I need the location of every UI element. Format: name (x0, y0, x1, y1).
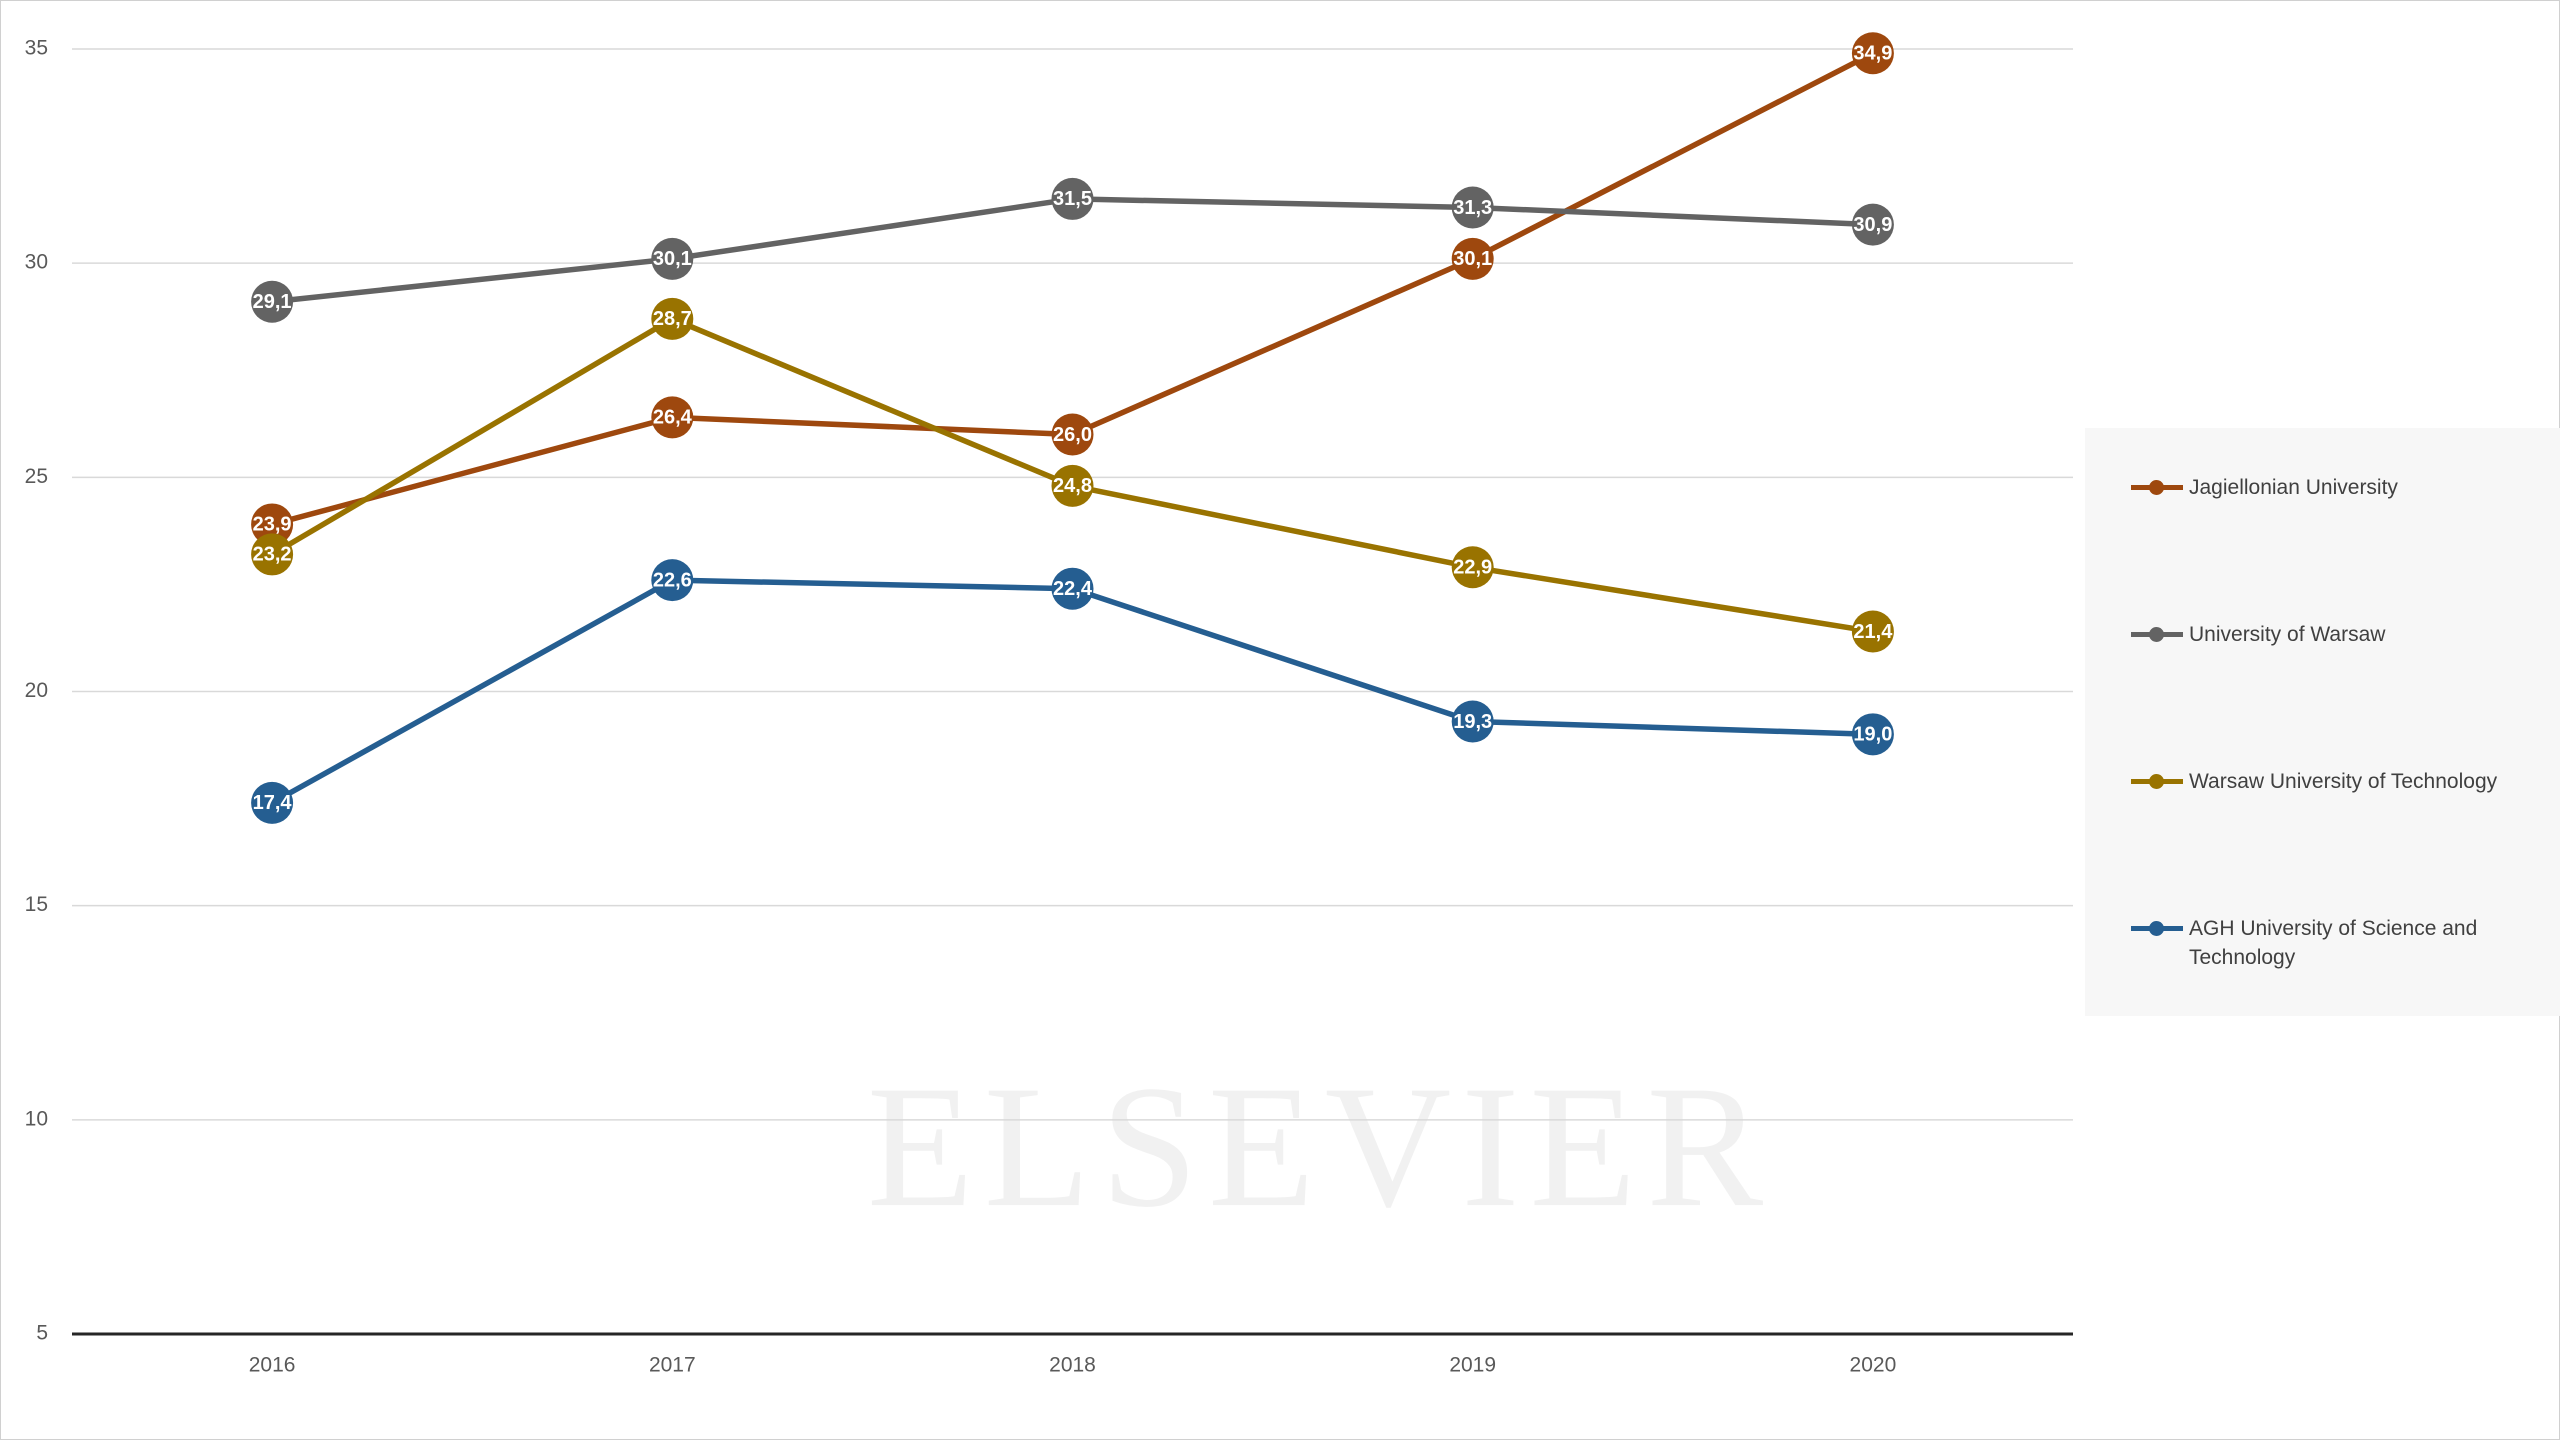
legend-label: Jagiellonian University (2189, 476, 2398, 499)
data-label: 19,0 (1853, 724, 1892, 746)
legend-label: AGH University of Science and Technology (2189, 917, 2478, 969)
data-label: 23,2 (253, 544, 292, 566)
legend-label: Warsaw University of Technology (2189, 770, 2498, 793)
data-label: 26,0 (1053, 424, 1092, 446)
y-tick-label: 30 (25, 251, 48, 274)
marker (1051, 177, 1094, 220)
data-label: 30,1 (653, 248, 692, 270)
data-label: 31,5 (1053, 188, 1092, 210)
data-label: 22,6 (653, 569, 692, 591)
marker (251, 781, 294, 824)
watermark: ELSEVIER (867, 1049, 1773, 1243)
data-label: 34,9 (1853, 43, 1892, 65)
marker (251, 280, 294, 323)
legend-entry: University of Warsaw (2131, 620, 2529, 649)
data-label: 30,1 (1453, 248, 1492, 270)
data-label: 28,7 (653, 308, 692, 330)
x-tick-label: 2016 (249, 1354, 296, 1377)
marker (1051, 567, 1094, 610)
legend-swatch (2131, 767, 2183, 795)
legend-swatch (2131, 620, 2183, 648)
marker (1851, 203, 1894, 246)
x-tick-label: 2018 (1049, 1354, 1096, 1377)
data-label: 29,1 (253, 291, 292, 313)
data-label: 21,4 (1853, 621, 1893, 643)
marker (651, 237, 694, 280)
marker (1451, 546, 1494, 589)
data-label: 22,4 (1053, 578, 1093, 600)
marker (1851, 713, 1894, 756)
y-tick-label: 20 (25, 679, 48, 702)
marker (651, 297, 694, 340)
data-label: 26,4 (653, 407, 693, 429)
marker (1051, 413, 1094, 456)
marker (1851, 32, 1894, 75)
data-label: 24,8 (1053, 475, 1092, 497)
legend-label: University of Warsaw (2189, 623, 2386, 646)
legend-swatch (2131, 473, 2183, 501)
legend-entry: AGH University of Science and Technology (2131, 914, 2529, 972)
data-label: 22,9 (1453, 557, 1492, 579)
legend-swatch (2131, 914, 2183, 942)
data-label: 19,3 (1453, 711, 1492, 733)
data-label: 23,9 (253, 514, 292, 536)
data-label: 17,4 (253, 792, 293, 814)
y-tick-label: 35 (25, 37, 48, 60)
marker (1851, 610, 1894, 653)
marker (1451, 237, 1494, 280)
legend-entry: Jagiellonian University (2131, 473, 2529, 502)
y-tick-label: 5 (36, 1322, 48, 1345)
y-tick-label: 10 (25, 1107, 48, 1130)
marker (651, 559, 694, 602)
marker (1451, 186, 1494, 229)
marker (251, 503, 294, 546)
legend-entry: Warsaw University of Technology (2131, 767, 2529, 796)
marker (251, 533, 294, 576)
marker (1051, 464, 1094, 507)
data-label: 30,9 (1853, 214, 1892, 236)
y-tick-label: 25 (25, 465, 48, 488)
marker (651, 396, 694, 439)
data-label: 31,3 (1453, 197, 1492, 219)
x-tick-label: 2020 (1850, 1354, 1897, 1377)
legend: Jagiellonian University University of War… (2085, 428, 2560, 1016)
y-tick-label: 15 (25, 893, 48, 916)
marker (1451, 700, 1494, 743)
x-tick-label: 2019 (1449, 1354, 1496, 1377)
x-tick-label: 2017 (649, 1354, 696, 1377)
